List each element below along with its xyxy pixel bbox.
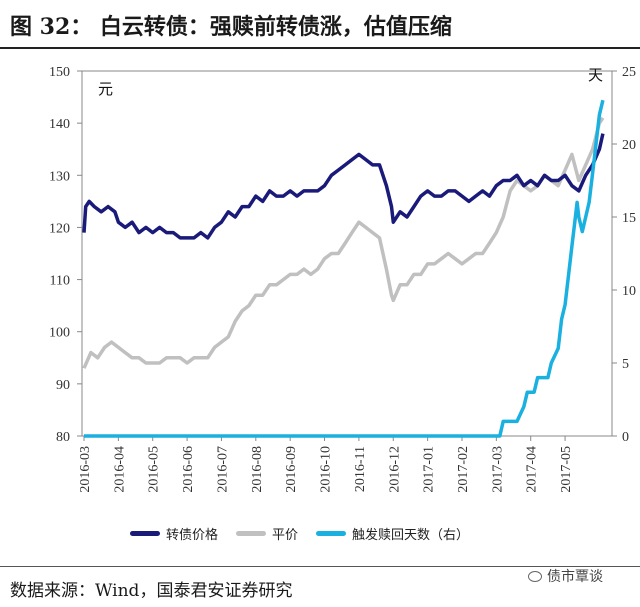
legend-item: 触发赎回天数（右） [316, 524, 469, 543]
legend-swatch [316, 530, 347, 536]
x-tick-label: 2016-06 [181, 446, 196, 493]
watermark-label: 债市覃谈 [547, 569, 603, 585]
x-tick-label: 2017-01 [422, 446, 437, 493]
x-tick-label: 2016-12 [387, 446, 402, 493]
x-tick-label: 2016-04 [112, 446, 127, 493]
left-axis-unit: 元 [98, 80, 113, 98]
legend-label: 转债价格 [166, 527, 219, 543]
right-tick-label: 20 [622, 138, 636, 153]
left-tick-label: 110 [50, 274, 70, 289]
left-tick-label: 140 [49, 117, 70, 132]
legend-label: 触发赎回天数（右） [352, 527, 470, 543]
source-note: 数据来源：Wind，国泰君安证券研究 [10, 581, 293, 601]
x-tick-label: 2016-07 [215, 446, 230, 493]
left-tick-label: 90 [56, 378, 70, 393]
legend-item: 转债价格 [130, 524, 218, 543]
x-tick-label: 2017-02 [456, 446, 471, 493]
right-tick-label: 0 [622, 430, 629, 445]
legend-item: 平价 [236, 524, 298, 543]
x-tick-label: 2016-05 [147, 446, 162, 493]
series-line-1 [82, 133, 605, 240]
left-tick-label: 150 [49, 65, 70, 80]
x-tick-label: 2017-03 [490, 446, 505, 493]
footer-rule [0, 566, 640, 567]
left-tick-label: 120 [49, 221, 70, 236]
watermark: 债市覃谈 [528, 566, 603, 586]
x-tick-label: 2016-10 [319, 446, 334, 493]
legend-label: 平价 [272, 527, 299, 543]
x-tick-label: 2016-11 [353, 446, 368, 492]
legend-swatch [236, 530, 267, 536]
x-tick-label: 2016-08 [250, 446, 265, 493]
series-line-3 [84, 99, 605, 438]
x-tick-label: 2017-04 [525, 446, 540, 493]
series-line-2 [82, 116, 605, 369]
title-rule [0, 47, 640, 49]
left-tick-label: 100 [49, 326, 70, 341]
wechat-icon [528, 570, 542, 582]
right-tick-label: 5 [622, 357, 629, 372]
legend: 转债价格 平价 触发赎回天数（右） [130, 522, 487, 544]
right-tick-label: 25 [622, 65, 636, 80]
right-axis-unit: 天 [588, 66, 603, 84]
right-tick-label: 10 [622, 284, 636, 299]
x-tick-label: 2017-05 [559, 446, 574, 493]
chart-title: 图 32： 白云转债：强赎前转债涨，估值压缩 [10, 14, 452, 40]
right-tick-label: 15 [622, 211, 636, 226]
x-tick-label: 2016-03 [78, 446, 93, 493]
chart-area: 80 90 100 110 120 130 140 150 0 5 10 15 20 25 2016-0… [49, 65, 636, 493]
title-bar: 图 32： 白云转债：强赎前转债涨，估值压缩 [0, 0, 640, 50]
left-tick-label: 130 [49, 169, 70, 184]
plot-frame [81, 70, 613, 437]
x-tick-label: 2016-09 [284, 446, 299, 493]
legend-swatch [130, 530, 160, 536]
left-tick-label: 80 [56, 430, 70, 445]
